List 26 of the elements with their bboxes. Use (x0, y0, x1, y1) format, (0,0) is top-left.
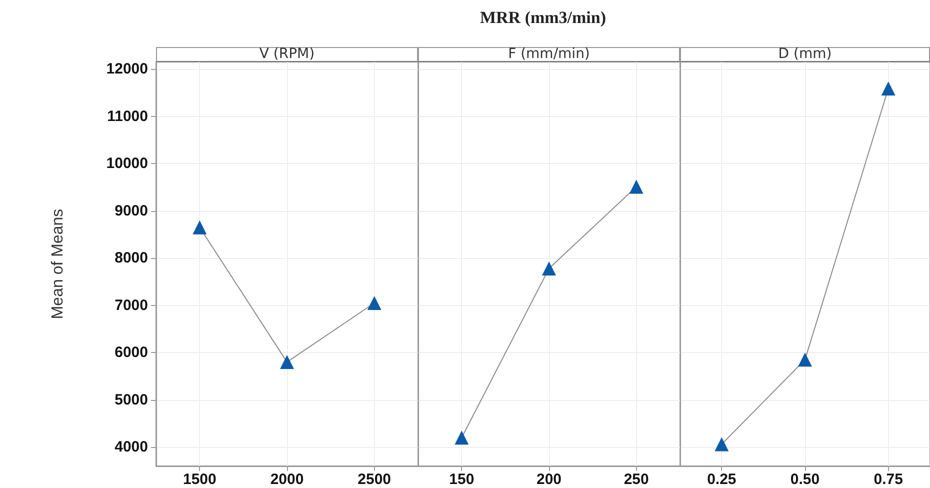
chart-title: MRR (mm3/min) (478, 8, 608, 28)
y-tick-label: 12000 (106, 60, 148, 78)
x-axis-title: F (mm/min) (418, 46, 680, 62)
y-tick-label: 8000 (114, 250, 148, 267)
y-tick-label: 9000 (114, 202, 148, 220)
x-tick-label: 2000 (270, 471, 304, 488)
x-tick-label: 0.75 (874, 471, 903, 488)
y-tick-label: 10000 (106, 155, 148, 172)
x-tick-label: 2500 (358, 471, 392, 488)
x-tick-label: 0.25 (707, 471, 736, 488)
y-tick-label: 5000 (114, 391, 148, 408)
x-axis-title: D (mm) (680, 46, 930, 62)
y-axis-title: Mean of Means (50, 208, 66, 320)
point (280, 355, 294, 370)
x-axis-title: V (RPM) (156, 46, 418, 62)
x-tick-label: 200 (536, 471, 562, 488)
point (367, 296, 382, 310)
x-tick-label: 250 (624, 471, 649, 488)
x-tick-label: 150 (449, 471, 474, 488)
point (192, 220, 207, 234)
x-tick-label: 1500 (182, 471, 216, 488)
y-tick-label: 6000 (114, 344, 148, 362)
x-tick-label: 0.50 (790, 471, 820, 488)
y-tick-label: 7000 (114, 296, 148, 314)
y-tick-label: 11000 (107, 108, 148, 125)
y-tick-label: 4000 (114, 438, 148, 456)
